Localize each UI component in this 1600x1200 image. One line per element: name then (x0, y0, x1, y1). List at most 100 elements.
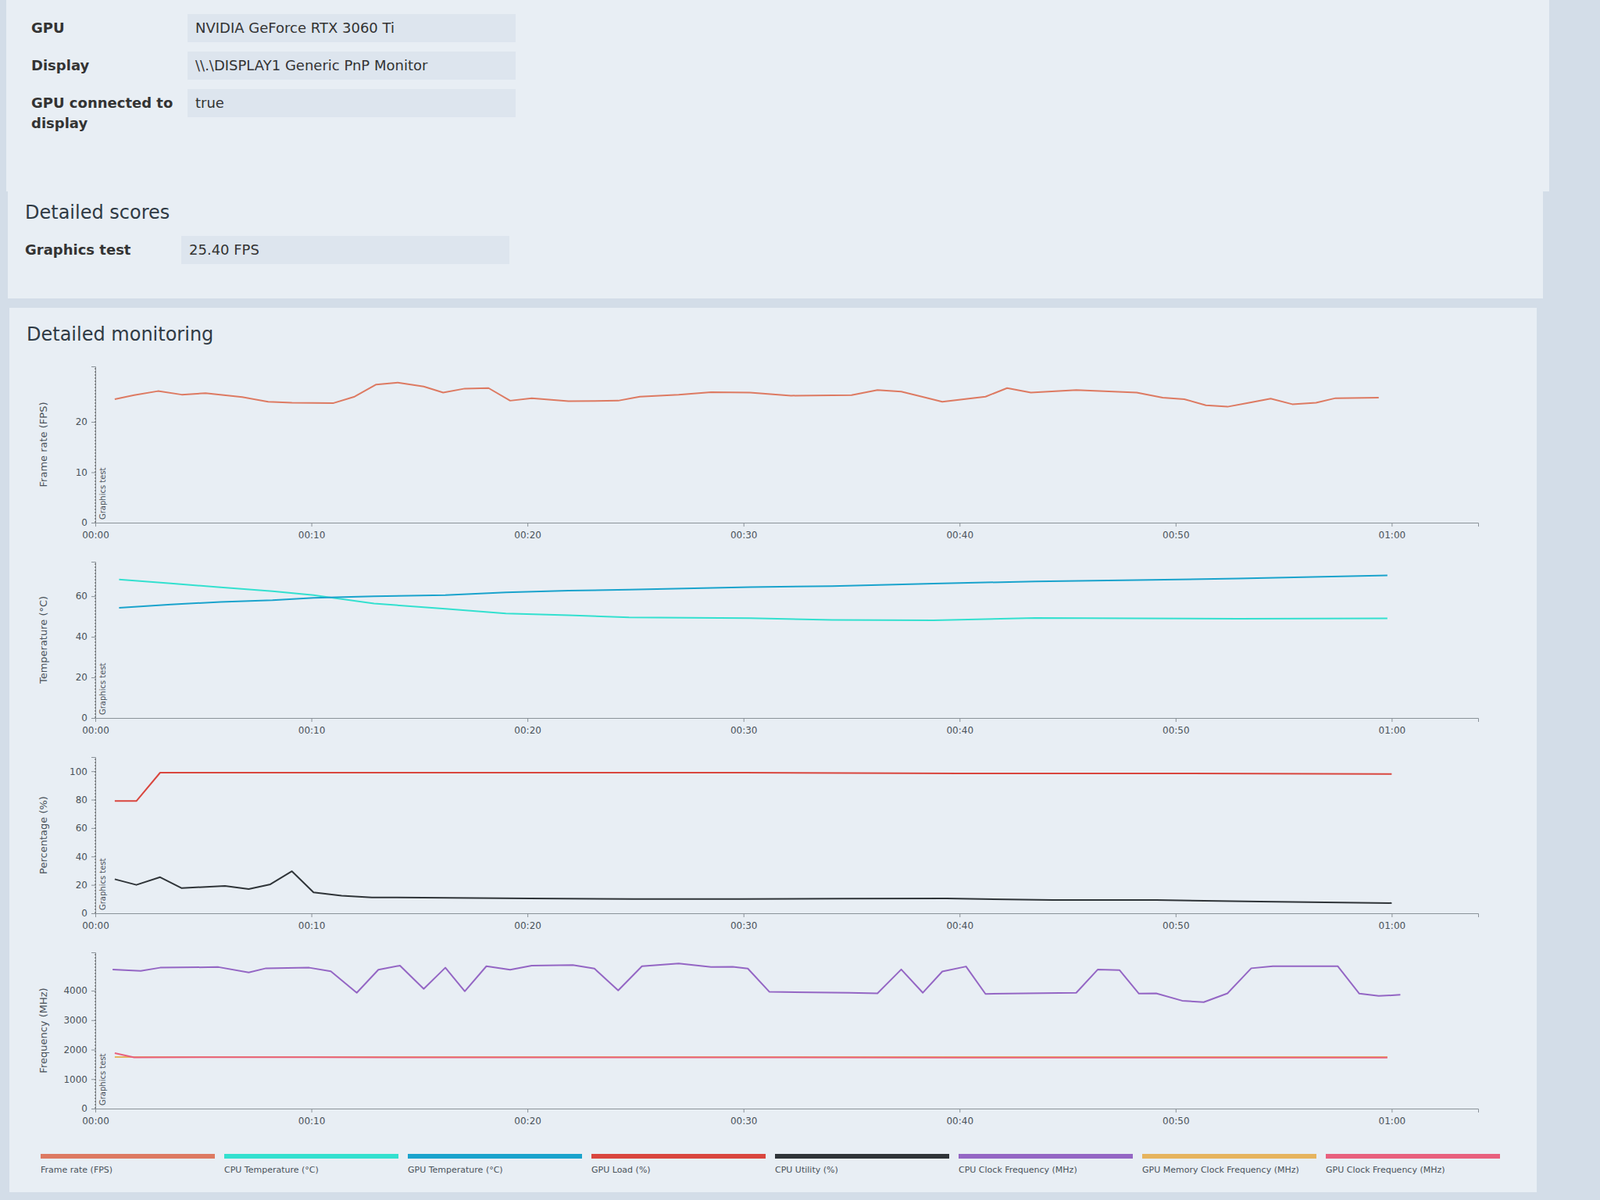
y-tick-label: 20 (75, 671, 88, 683)
x-tick-label: 00:50 (1162, 725, 1190, 736)
legend-swatch (958, 1153, 1133, 1159)
x-tick-label: 00:00 (82, 1115, 110, 1127)
x-tick: 00:30 (730, 913, 758, 932)
y-tick-label: 80 (75, 794, 88, 806)
x-tick: 00:20 (514, 717, 542, 736)
y-tick: 1000 (63, 1074, 96, 1086)
monitoring-title: Detailed monitoring (26, 323, 214, 346)
y-axis-line (91, 562, 97, 719)
y-axis-title: Percentage (%) (37, 796, 50, 875)
x-tick-label: 00:30 (730, 529, 758, 541)
x-tick-mark (959, 522, 961, 527)
y-tick-mark (91, 471, 96, 473)
info-value: \\.\DISPLAY1 Generic PnP Monitor (187, 51, 516, 80)
chart: 00:0000:1000:2000:3000:4000:5001:0001020… (37, 366, 1479, 541)
y-tick-mark (91, 717, 96, 719)
y-tick: 20 (75, 879, 96, 891)
x-axis-line (96, 1109, 1479, 1114)
x-tick-label: 00:40 (946, 725, 974, 736)
series-line (118, 575, 1387, 608)
info-value: true (187, 89, 516, 118)
test-marker-label: Graphics test (98, 662, 108, 715)
x-axis-line (96, 523, 1479, 528)
legend-item: CPU Temperature (°C) (224, 1153, 399, 1175)
legend-label: GPU Load (%) (591, 1164, 651, 1175)
y-tick-mark (91, 800, 96, 801)
series-line (114, 772, 1392, 801)
y-tick-mark (91, 1078, 96, 1080)
x-tick-label: 00:20 (514, 920, 542, 932)
legend-label: GPU Memory Clock Frequency (MHz) (1142, 1164, 1300, 1175)
info-row: Display\\.\DISPLAY1 Generic PnP Monitor (31, 51, 1525, 80)
y-tick-mark (91, 1020, 96, 1022)
x-tick: 00:20 (514, 1108, 542, 1127)
y-tick-mark (91, 677, 96, 679)
test-marker-line (95, 561, 97, 718)
test-marker-line (95, 757, 97, 914)
x-tick: 00:40 (946, 913, 974, 932)
plot-area (114, 772, 1392, 904)
x-tick-mark (527, 522, 529, 527)
score-label: Graphics test (25, 235, 182, 265)
x-tick-mark (1391, 717, 1393, 722)
scores-title: Detailed scores (25, 201, 1526, 224)
x-tick-mark (527, 1108, 529, 1113)
y-tick-mark (91, 596, 96, 597)
x-tick: 00:20 (514, 522, 542, 541)
test-marker-line (95, 366, 97, 523)
x-tick-label: 00:50 (1162, 529, 1190, 541)
x-tick-mark (1175, 522, 1177, 527)
y-tick: 0 (81, 1103, 96, 1115)
legend-item: CPU Utility (%) (775, 1153, 950, 1175)
legend-item: GPU Load (%) (591, 1153, 766, 1175)
x-tick-mark (311, 522, 313, 527)
plot-area (112, 963, 1400, 1058)
x-tick-mark (311, 717, 313, 722)
x-axis-line (96, 914, 1479, 918)
x-axis: 00:0000:1000:2000:3000:4000:5001:00 (82, 522, 1479, 541)
y-tick: 40 (75, 631, 96, 643)
x-axis: 00:0000:1000:2000:3000:4000:5001:00 (82, 913, 1479, 932)
page: {"info": [ {"label": "GPU", "value": "NV… (0, 0, 1600, 1200)
x-tick-mark (527, 717, 529, 722)
plot-area (118, 575, 1387, 621)
x-tick-mark (743, 522, 745, 527)
scores-panel: Detailed scoresGraphics test25.40 FPS (7, 187, 1543, 299)
x-tick-mark (959, 913, 961, 918)
x-tick-label: 00:10 (298, 725, 326, 736)
x-tick-mark (311, 1108, 313, 1113)
x-tick: 00:10 (298, 1108, 326, 1127)
info-label: GPU (31, 14, 188, 43)
y-tick: 80 (75, 794, 96, 806)
x-tick: 00:10 (298, 717, 326, 736)
x-axis: 00:0000:1000:2000:3000:4000:5001:00 (82, 1108, 1479, 1127)
x-tick: 00:30 (730, 717, 758, 736)
chart: 00:0000:1000:2000:3000:4000:5001:0002040… (37, 757, 1479, 932)
y-axis-line (91, 953, 97, 1110)
legend-item: Frame rate (FPS) (40, 1153, 215, 1175)
legend-swatch (775, 1153, 950, 1159)
x-tick-label: 01:00 (1378, 725, 1407, 736)
x-tick: 00:40 (946, 1108, 974, 1127)
monitoring-panel: Detailed monitoring 00:00 00:10 00:20 00:30 0… (9, 307, 1537, 1193)
y-axis: 01000200030004000 (63, 953, 96, 1115)
x-tick: 00:50 (1162, 522, 1190, 541)
y-axis-title: Frame rate (FPS) (37, 402, 50, 488)
legend-item: GPU Memory Clock Frequency (MHz) (1142, 1153, 1317, 1175)
x-tick: 00:20 (514, 913, 542, 932)
chart: 00:0000:1000:2000:3000:4000:5001:0001000… (37, 952, 1479, 1127)
x-tick-mark (1175, 1108, 1177, 1113)
x-tick: 01:00 (1378, 522, 1407, 541)
y-axis: 0204060 (75, 562, 97, 725)
y-axis-title: Temperature (°C) (37, 596, 50, 685)
y-tick-label: 20 (75, 416, 88, 428)
x-tick: 01:00 (1378, 717, 1407, 736)
y-tick-label: 3000 (63, 1014, 88, 1026)
y-tick-label: 100 (69, 766, 88, 778)
legend-swatch (224, 1153, 399, 1159)
x-tick-label: 00:20 (514, 725, 542, 736)
y-axis-line (91, 757, 97, 915)
legend-label: GPU Temperature (°C) (407, 1164, 504, 1175)
x-tick-label: 01:00 (1378, 920, 1407, 932)
x-tick-mark (959, 1108, 961, 1113)
